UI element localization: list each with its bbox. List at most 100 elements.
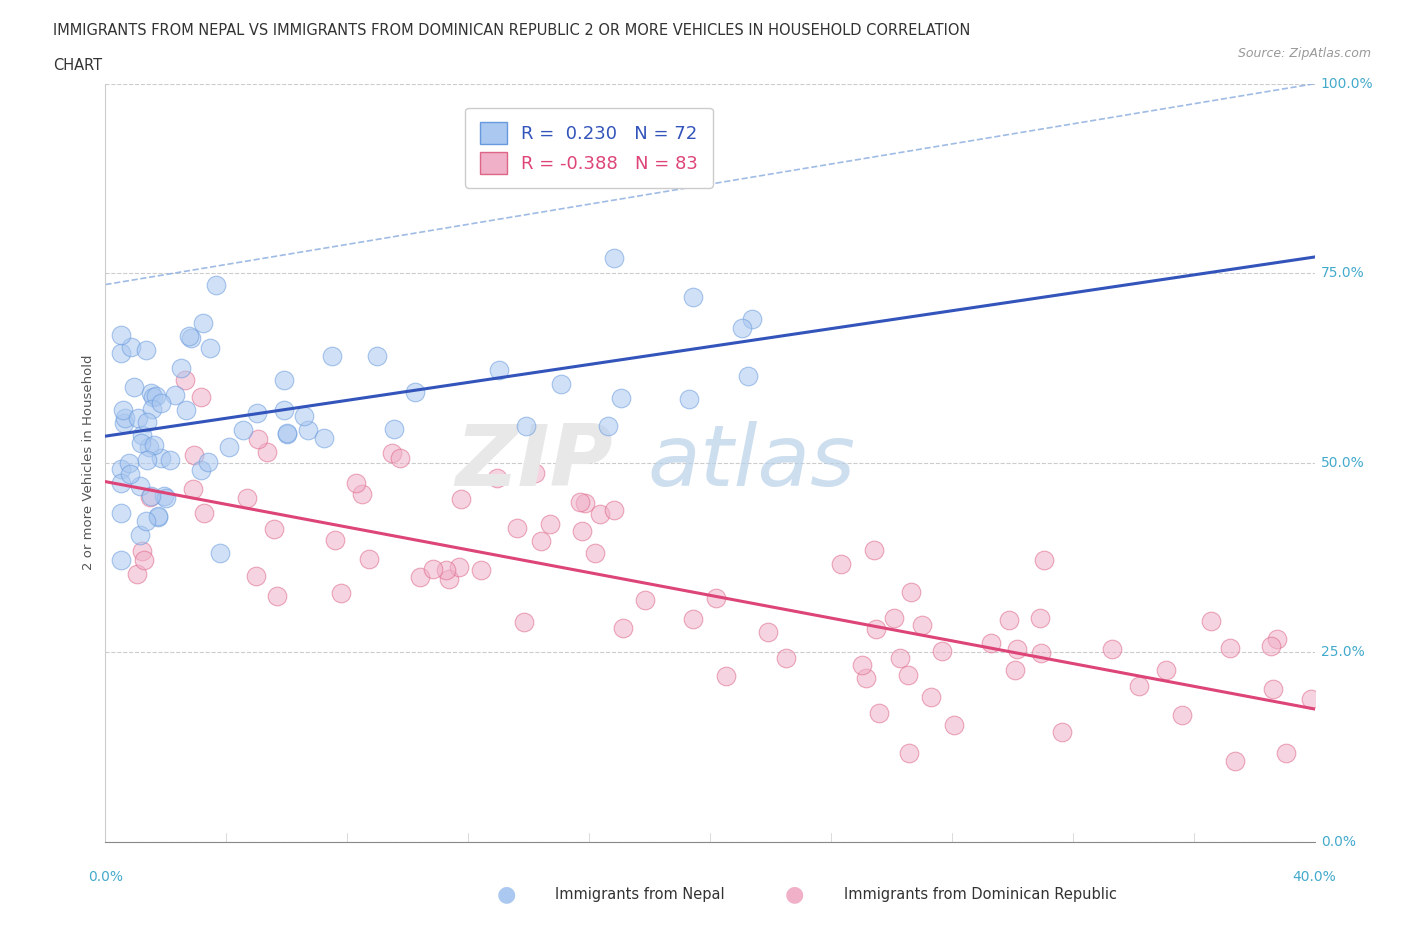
Point (330, 585, 353, 600)
Point (1261, 682, 1284, 697)
Point (980, 636, 1002, 651)
Point (139, 489, 162, 504)
Point (1128, 679, 1150, 694)
Text: ●: ● (496, 884, 516, 905)
Point (1219, 641, 1241, 656)
Point (138, 440, 160, 455)
Point (997, 612, 1019, 627)
Point (122, 379, 145, 394)
Text: 25.0%: 25.0% (1320, 645, 1364, 659)
Point (110, 461, 132, 476)
Point (232, 423, 254, 438)
Point (634, 592, 657, 607)
Point (110, 345, 132, 360)
Point (120, 339, 142, 354)
Point (118, 467, 141, 482)
Point (245, 569, 267, 584)
Point (741, 312, 763, 326)
Point (129, 435, 152, 450)
Point (583, 546, 606, 561)
Text: Immigrants from Dominican Republic: Immigrants from Dominican Republic (844, 887, 1116, 902)
Point (350, 486, 373, 501)
Point (142, 390, 165, 405)
Point (920, 689, 942, 704)
Point (1050, 724, 1073, 739)
Point (236, 491, 259, 506)
Point (170, 361, 193, 376)
Point (200, 340, 222, 355)
Point (1101, 641, 1123, 656)
Point (434, 563, 457, 578)
Point (181, 482, 204, 497)
Point (550, 377, 572, 392)
Point (1199, 613, 1222, 628)
Point (1028, 610, 1050, 625)
Point (571, 523, 593, 538)
Point (118, 456, 141, 471)
Point (830, 556, 852, 571)
Point (569, 494, 592, 509)
Point (1032, 552, 1054, 567)
Point (682, 612, 704, 627)
Point (931, 644, 953, 658)
Text: 100.0%: 100.0% (1320, 76, 1374, 91)
Point (1005, 642, 1028, 657)
Point (323, 532, 346, 547)
Point (146, 509, 169, 524)
Point (208, 546, 231, 561)
Point (128, 478, 150, 493)
Point (176, 403, 198, 418)
Point (112, 416, 135, 431)
Point (409, 569, 432, 584)
Text: ●: ● (785, 884, 804, 905)
Point (190, 462, 212, 477)
Point (136, 415, 159, 430)
Point (139, 489, 162, 504)
Point (530, 533, 553, 548)
Point (506, 520, 529, 535)
Point (127, 411, 149, 426)
Point (266, 589, 288, 604)
Point (153, 488, 176, 503)
Point (129, 528, 152, 543)
Point (610, 391, 633, 405)
Point (706, 591, 728, 605)
Point (135, 342, 157, 357)
Point (1004, 662, 1026, 677)
Y-axis label: 2 or more Vehicles in Household: 2 or more Vehicles in Household (82, 355, 96, 570)
Point (1275, 746, 1298, 761)
Point (865, 622, 887, 637)
Point (135, 452, 157, 467)
Point (297, 422, 319, 437)
Point (344, 475, 367, 490)
Point (900, 585, 922, 600)
Point (404, 385, 426, 400)
Point (1171, 708, 1194, 723)
Point (1260, 639, 1282, 654)
Point (246, 405, 269, 420)
Point (110, 505, 132, 520)
Point (612, 620, 634, 635)
Point (256, 445, 278, 459)
Point (321, 349, 343, 364)
Point (1265, 632, 1288, 647)
Point (868, 706, 890, 721)
Point (943, 717, 966, 732)
Point (450, 492, 472, 507)
Point (135, 513, 157, 528)
Text: CHART: CHART (53, 58, 103, 73)
Point (603, 251, 626, 266)
Point (862, 542, 884, 557)
Point (110, 327, 132, 342)
Text: 0.0%: 0.0% (89, 870, 122, 884)
Point (205, 278, 228, 293)
Point (292, 409, 315, 424)
Point (714, 669, 737, 684)
Point (731, 321, 754, 336)
Point (596, 419, 619, 434)
Point (756, 624, 779, 639)
Text: Source: ZipAtlas.com: Source: ZipAtlas.com (1237, 46, 1371, 60)
Point (589, 507, 612, 522)
Point (155, 490, 177, 505)
Text: 50.0%: 50.0% (1320, 456, 1364, 470)
